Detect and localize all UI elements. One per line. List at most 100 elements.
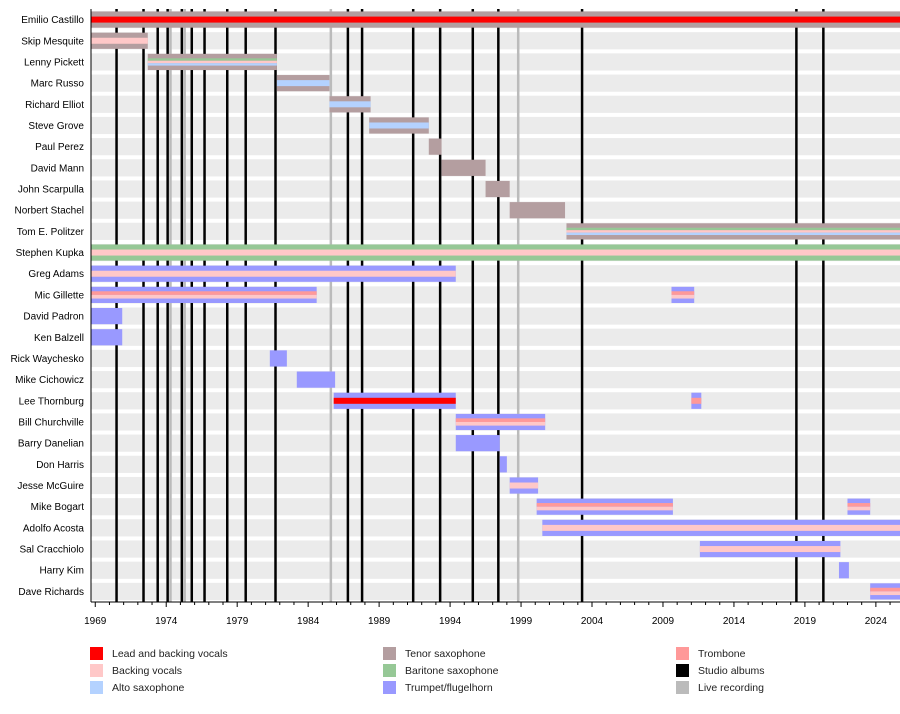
- member-bar: [455, 435, 500, 452]
- member-bar-role-stripe: [847, 506, 871, 511]
- member-name: Barry Danelian: [18, 439, 84, 450]
- member-bar: [485, 180, 510, 198]
- member-name: John Scarpulla: [18, 185, 85, 196]
- member-name: Harry Kim: [40, 566, 84, 577]
- member-name: Paul Perez: [35, 142, 84, 153]
- row-background: [91, 201, 900, 219]
- member-bar: [441, 159, 486, 176]
- legend-item-backing: Backing vocals: [90, 664, 182, 677]
- member-bar-role-stripe: [536, 503, 673, 507]
- legend-label: Baritone saxophone: [405, 664, 499, 677]
- row-background: [91, 540, 900, 558]
- legend-swatch: [383, 681, 396, 694]
- member-name: Adolfo Acosta: [23, 523, 85, 534]
- legend-label: Backing vocals: [112, 664, 183, 677]
- member-bar: [269, 350, 287, 367]
- member-bar-role-stripe: [566, 232, 900, 236]
- legend-item-lead: Lead and backing vocals: [90, 647, 228, 660]
- member-bar: [499, 456, 507, 473]
- member-bar-role-stripe: [147, 60, 277, 64]
- member-name: Jesse McGuire: [17, 481, 84, 492]
- member-bar-role-stripe: [870, 587, 900, 592]
- legend-item-trumpet: Trumpet/flugelhorn: [383, 681, 493, 694]
- legend-item-alto: Alto saxophone: [90, 681, 184, 694]
- member-bar-role-stripe: [509, 482, 539, 489]
- member-bar-role-stripe: [847, 503, 871, 507]
- row-background: [91, 498, 900, 516]
- legend-item-studio: Studio albums: [676, 664, 765, 677]
- member-name: Lee Thornburg: [19, 396, 84, 407]
- member-bar-role-stripe: [276, 80, 330, 87]
- legend-item-live: Live recording: [676, 681, 764, 694]
- x-tick-label: 2014: [723, 616, 746, 627]
- member-name: Sal Cracchiolo: [20, 545, 85, 556]
- member-bar-role-stripe: [691, 397, 702, 404]
- member-bar-role-stripe: [870, 591, 900, 596]
- x-tick-label: 1989: [368, 616, 391, 627]
- legend-swatch: [90, 681, 103, 694]
- legend-label: Trumpet/flugelhorn: [405, 681, 493, 694]
- row-background: [91, 116, 900, 135]
- x-tick-label: 1969: [84, 616, 107, 627]
- member-name: Rick Waychesko: [10, 354, 84, 365]
- member-name: Emilio Castillo: [21, 15, 84, 26]
- member-name: Don Harris: [36, 460, 84, 471]
- legend-label: Tenor saxophone: [405, 647, 486, 660]
- x-tick-label: 1994: [439, 616, 462, 627]
- legend-swatch: [676, 664, 689, 677]
- member-bar: [296, 371, 336, 388]
- member-bar-role-stripe: [566, 230, 900, 233]
- legend-label: Lead and backing vocals: [112, 647, 228, 660]
- legend-swatch: [90, 664, 103, 677]
- legend-item-trombone: Trombone: [676, 647, 745, 660]
- row-background: [91, 307, 900, 325]
- member-name: Norbert Stachel: [15, 206, 84, 217]
- member-name: Mike Cichowicz: [15, 375, 84, 386]
- timeline-chart: Emilio Castillo Skip Mesquite Lenny Picket…: [10, 9, 900, 627]
- member-name: Stephen Kupka: [16, 248, 85, 259]
- legend-label: Alto saxophone: [112, 681, 185, 694]
- x-tick-label: 1979: [226, 616, 249, 627]
- member-bar: [91, 308, 123, 325]
- member-bar-role-stripe: [699, 546, 841, 553]
- legend-label: Live recording: [698, 681, 764, 694]
- row-background: [91, 138, 900, 156]
- member-name: David Padron: [23, 312, 84, 323]
- row-background: [91, 561, 900, 579]
- member-bar-role-stripe: [455, 418, 546, 422]
- row-background: [91, 349, 900, 368]
- member-bar-role-stripe: [333, 397, 456, 404]
- member-bar: [838, 562, 849, 579]
- member-bar-role-stripe: [91, 249, 900, 256]
- member-bar-role-stripe: [91, 291, 317, 295]
- member-bar-role-stripe: [542, 524, 900, 531]
- legend-swatch: [676, 647, 689, 660]
- row-background: [91, 74, 900, 92]
- member-bar-role-stripe: [671, 291, 695, 295]
- member-bar-role-stripe: [91, 37, 148, 44]
- member-bar-role-stripe: [671, 294, 695, 299]
- row-background: [91, 53, 900, 71]
- legend-swatch: [90, 647, 103, 660]
- legend-item-baritone: Baritone saxophone: [383, 664, 498, 677]
- x-tick-label: 1984: [297, 616, 320, 627]
- row-background: [91, 328, 900, 346]
- member-name: Dave Richards: [18, 587, 84, 598]
- member-name: Lenny Pickett: [24, 57, 84, 68]
- legend-item-tenor: Tenor saxophone: [383, 647, 486, 660]
- member-bar-role-stripe: [536, 506, 673, 511]
- legend-label: Studio albums: [698, 664, 765, 677]
- member-name: Richard Elliot: [25, 100, 84, 111]
- member-bar-role-stripe: [147, 63, 277, 66]
- member-name: Mic Gillette: [35, 290, 85, 301]
- x-tick-label: 2019: [794, 616, 817, 627]
- row-background: [91, 159, 900, 177]
- x-tick-label: 1974: [155, 616, 178, 627]
- member-bar: [509, 202, 566, 219]
- row-background: [91, 582, 900, 600]
- member-name: Greg Adams: [28, 269, 84, 280]
- row-background: [91, 32, 900, 50]
- member-bar-role-stripe: [455, 421, 546, 426]
- legend-swatch: [383, 664, 396, 677]
- member-name: Skip Mesquite: [21, 36, 84, 47]
